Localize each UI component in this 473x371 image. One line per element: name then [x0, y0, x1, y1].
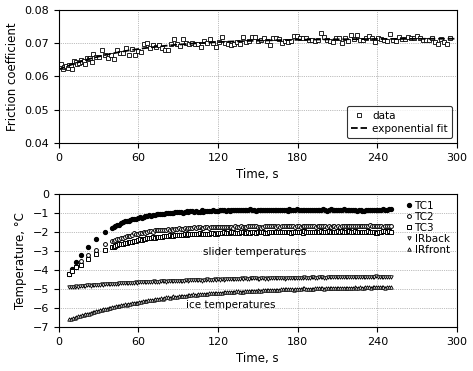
exponential fit [356, 37, 361, 41]
Line: IRback: IRback [68, 275, 392, 289]
data [207, 37, 213, 42]
Line: TC2: TC2 [67, 223, 393, 276]
IRback [135, 280, 140, 285]
TC3 [66, 272, 72, 276]
TC3 [333, 230, 339, 234]
IRback [381, 275, 386, 279]
IRback [373, 274, 379, 279]
Line: TC1: TC1 [67, 207, 393, 276]
IRback [73, 284, 79, 289]
IRback [106, 282, 112, 286]
X-axis label: Time, s: Time, s [236, 168, 279, 181]
IRfront [133, 301, 139, 305]
Text: slider temperatures: slider temperatures [203, 247, 307, 257]
TC3 [175, 233, 180, 237]
TC3 [302, 229, 307, 233]
TC3 [111, 245, 116, 249]
Line: IRfront: IRfront [68, 285, 392, 321]
Y-axis label: Temperature, °C: Temperature, °C [14, 212, 27, 309]
TC2 [264, 224, 270, 229]
TC1 [332, 208, 337, 212]
IRback [66, 285, 72, 289]
data [58, 62, 64, 66]
TC1 [264, 208, 270, 212]
exponential fit [236, 39, 242, 43]
Text: ice temperatures: ice temperatures [186, 300, 276, 310]
TC1 [111, 224, 116, 229]
IRfront [388, 285, 394, 289]
exponential fit [454, 36, 460, 41]
TC1 [204, 208, 210, 213]
TC2 [332, 224, 337, 229]
IRback [190, 278, 196, 283]
IRfront [379, 285, 385, 289]
exponential fit [290, 37, 296, 42]
exponential fit [322, 37, 327, 42]
TC3 [93, 252, 98, 256]
Legend: TC1, TC2, TC3, IRback, IRfront: TC1, TC2, TC3, IRback, IRfront [404, 199, 452, 257]
IRback [354, 275, 359, 279]
IRfront [188, 293, 194, 297]
data [82, 62, 88, 66]
TC2 [204, 225, 210, 229]
IRfront [352, 285, 358, 289]
Legend: data, exponential fit: data, exponential fit [347, 106, 452, 138]
IRfront [104, 306, 110, 311]
TC2 [367, 223, 373, 227]
TC2 [66, 272, 72, 276]
TC1 [66, 272, 72, 276]
IRfront [66, 317, 72, 322]
TC3 [388, 230, 394, 234]
TC2 [111, 239, 116, 243]
data [240, 35, 246, 39]
X-axis label: Time, s: Time, s [236, 352, 279, 365]
data [73, 59, 79, 64]
TC2 [388, 224, 394, 229]
exponential fit [126, 48, 132, 53]
Line: TC3: TC3 [67, 229, 393, 276]
TC1 [93, 237, 98, 241]
data [108, 53, 114, 57]
exponential fit [158, 44, 164, 49]
TC1 [388, 207, 394, 211]
IRfront [377, 285, 383, 289]
Line: exponential fit: exponential fit [59, 39, 457, 70]
data [318, 31, 324, 36]
TC3 [204, 232, 210, 236]
IRback [388, 275, 394, 279]
TC2 [175, 227, 180, 231]
Y-axis label: Friction coefficient: Friction coefficient [6, 22, 18, 131]
exponential fit [56, 68, 61, 72]
TC3 [264, 231, 270, 235]
IRback [68, 285, 74, 289]
IRfront [72, 315, 78, 320]
TC2 [93, 248, 98, 252]
Line: data: data [60, 32, 452, 71]
data [60, 67, 66, 71]
TC1 [175, 210, 180, 214]
data [68, 63, 74, 67]
data [447, 36, 453, 40]
